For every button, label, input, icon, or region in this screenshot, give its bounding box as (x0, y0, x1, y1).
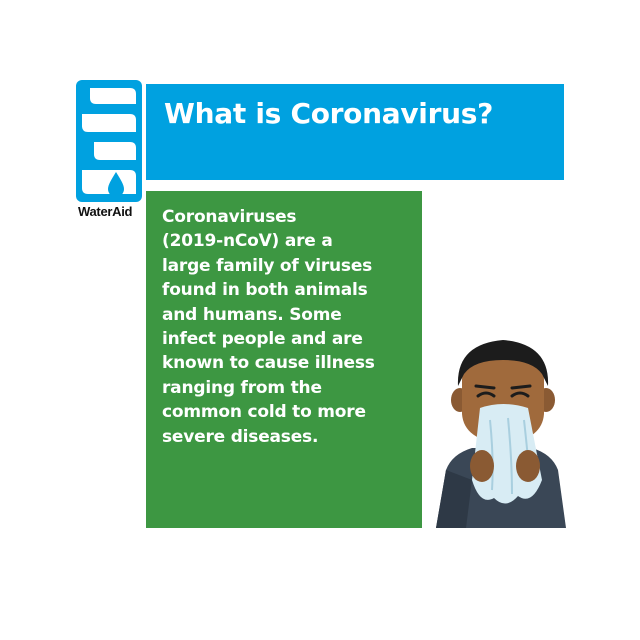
person-sneezing-into-tissue-icon (436, 340, 566, 528)
sneezing-person-illustration (432, 330, 572, 530)
wateraid-logo: WaterAid (76, 80, 142, 220)
logo-text: WaterAid (78, 204, 133, 219)
wateraid-drop-logo-icon (76, 80, 142, 202)
info-panel: Coronaviruses (2019-nCoV) are a large fa… (146, 191, 422, 528)
title-banner: What is Coronavirus? (146, 84, 564, 180)
body-text: Coronaviruses (2019-nCoV) are a large fa… (162, 207, 375, 447)
page-title: What is Coronavirus? (164, 97, 494, 130)
